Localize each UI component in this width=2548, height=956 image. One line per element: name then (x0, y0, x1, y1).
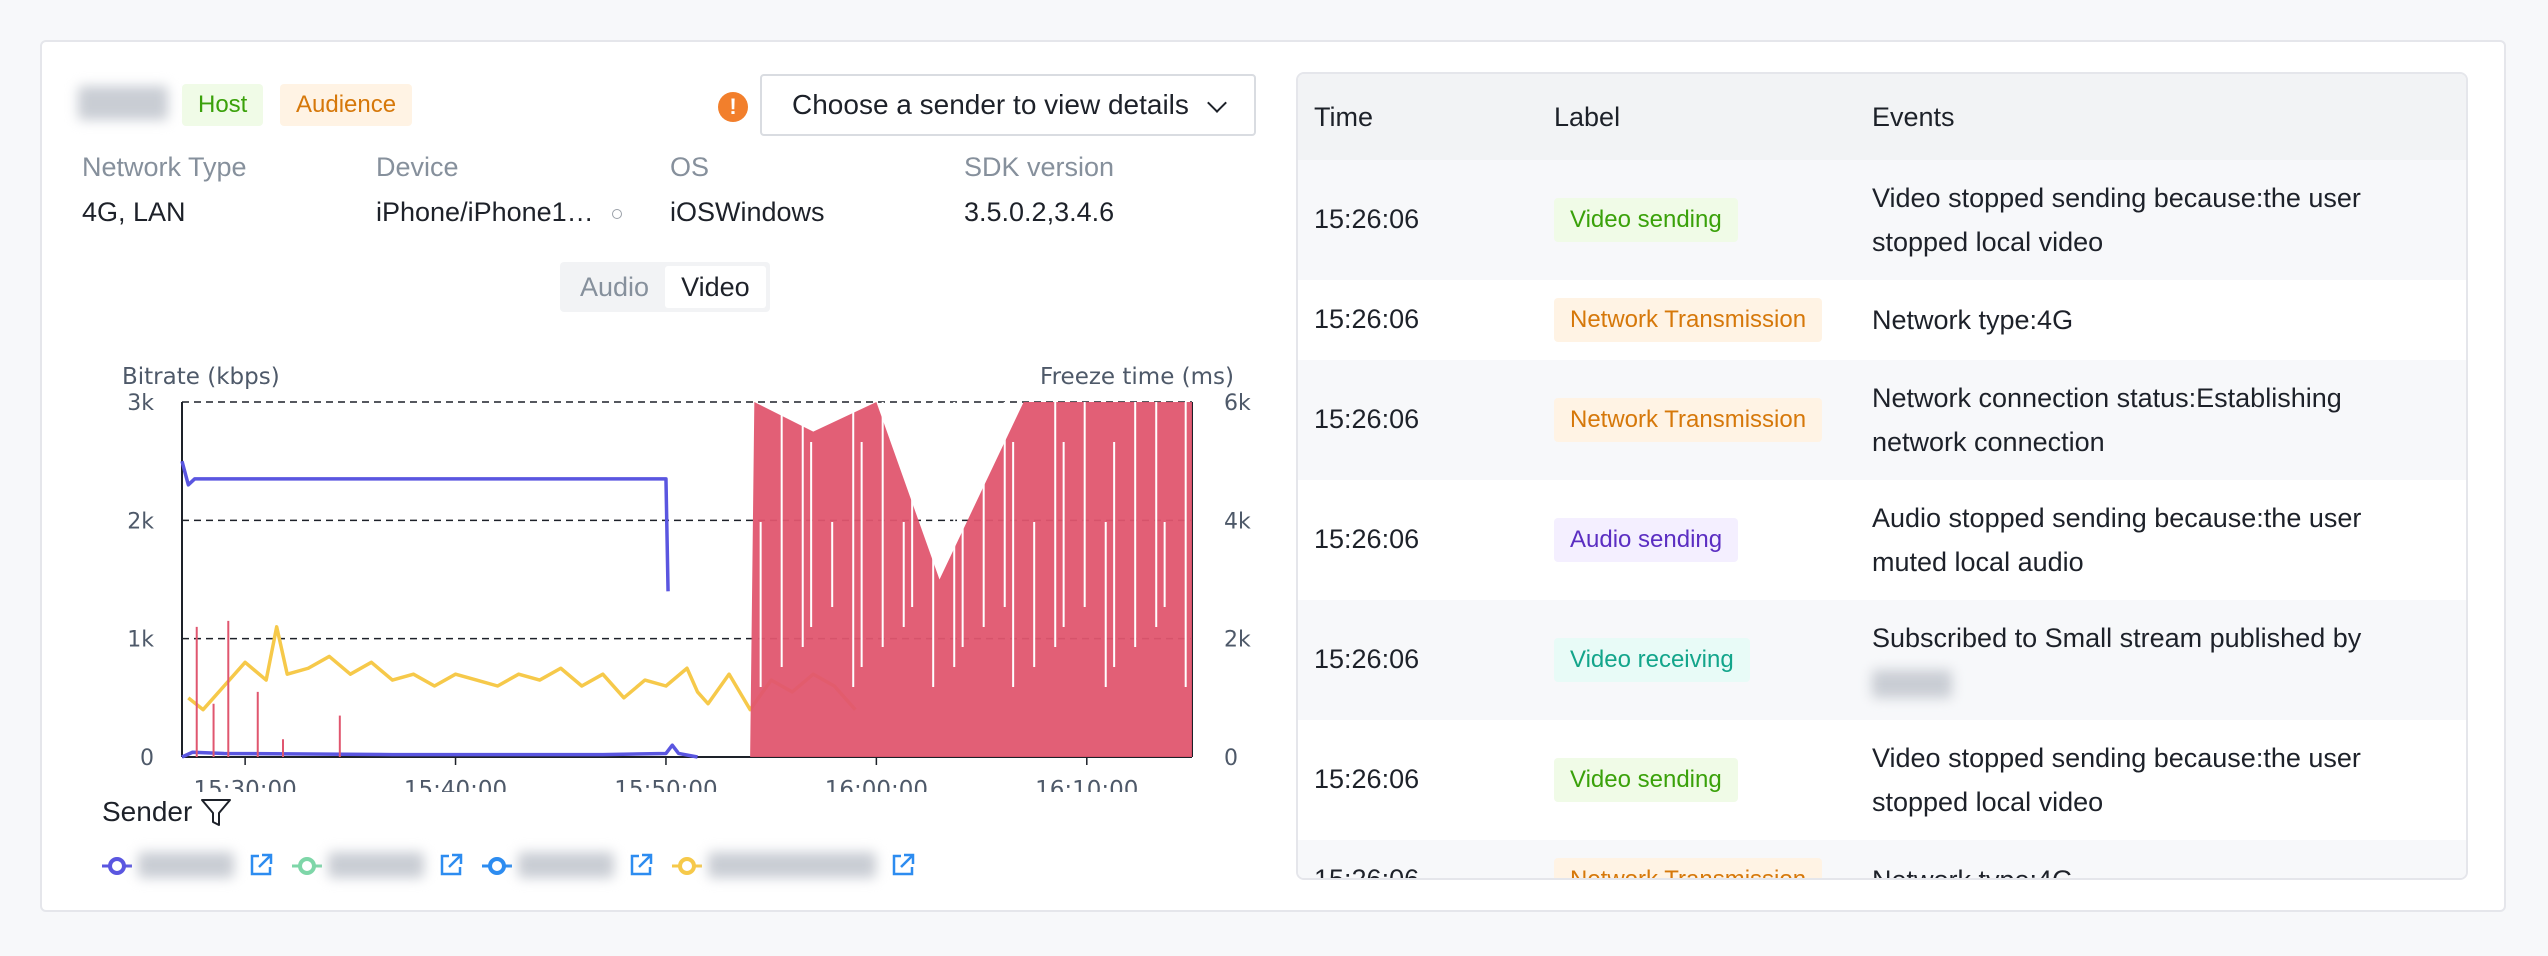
x-tick-label: 16:10:00 (1035, 777, 1138, 792)
sender-legend-title: Sender (102, 796, 193, 827)
y-tick-left: 2k (127, 509, 154, 534)
info-label: OS (670, 152, 710, 182)
events-table: Time Label Events 15:26:06 Video sending V… (1296, 72, 2468, 880)
series-marker-icon (102, 857, 132, 875)
y-tick-right: 6k (1224, 391, 1251, 416)
event-description: Network type:4G (1872, 865, 2074, 880)
external-link-icon[interactable] (628, 852, 654, 878)
y-tick-left: 1k (127, 628, 154, 653)
publisher-id-redacted (1872, 669, 1952, 698)
chart-svg: Bitrate (kbps) Freeze time (ms) 0 0 1k 2k 2k 4k… (122, 364, 1251, 803)
y-tick-right: 2k (1224, 628, 1251, 653)
x-tick-label: 15:30:00 (193, 777, 296, 792)
external-link-icon[interactable] (438, 852, 464, 878)
event-label-badge: Audio sending (1554, 518, 1739, 562)
table-header: Time Label Events (1298, 74, 2466, 160)
event-time: 15:26:06 (1314, 864, 1420, 880)
info-value: 4G, LAN (82, 197, 186, 227)
event-description: Video stopped sending because:the user s… (1872, 743, 2361, 817)
device-value-text: iPhone/iPhone1… (376, 197, 594, 227)
sender-name-redacted (518, 852, 614, 878)
host-tag: Host (182, 84, 264, 126)
info-network-type: Network Type 4G, LAN (82, 152, 247, 228)
column-time: Time (1314, 102, 1373, 132)
event-description: Video stopped sending because:the user s… (1872, 183, 2361, 257)
info-label: SDK version (964, 152, 1115, 182)
x-tick-label: 16:00:00 (825, 777, 928, 792)
user-id-redacted (78, 86, 168, 120)
sender-name-redacted (138, 852, 234, 878)
chevron-down-icon (1207, 93, 1227, 113)
external-link-icon[interactable] (248, 852, 274, 878)
sender-name-redacted (708, 852, 876, 878)
sender-select[interactable]: Choose a sender to view details (760, 74, 1256, 136)
series-marker-icon (672, 857, 702, 875)
info-device: Device iPhone/iPhone1… (376, 152, 622, 228)
table-row: 15:26:06 Network Transmission Network type… (1298, 280, 2466, 360)
more-info-icon[interactable] (611, 208, 622, 219)
event-description: Subscribed to Small stream published by (1872, 616, 2432, 704)
info-os: OS iOSWindows (670, 152, 825, 228)
event-label-badge: Video sending (1554, 758, 1738, 802)
event-label-badge: Network Transmission (1554, 298, 1823, 342)
series-marker-icon (292, 857, 322, 875)
event-description: Network connection status:Establishing n… (1872, 383, 2342, 457)
event-label-badge: Video receiving (1554, 638, 1750, 682)
table-row: 15:26:06 Video sending Video stopped sendi… (1298, 720, 2466, 840)
y-tick-right: 0 (1224, 746, 1238, 771)
y-axis-left-label: Bitrate (kbps) (122, 364, 280, 390)
column-events: Events (1872, 102, 1955, 132)
media-toggle: Audio Video (560, 262, 770, 312)
column-label: Label (1554, 102, 1621, 132)
bitrate-freeze-chart: Bitrate (kbps) Freeze time (ms) 0 0 1k 2k 2k 4k… (42, 312, 1282, 803)
freeze-time-area (750, 402, 1192, 757)
table-row: 15:26:06 Video receiving Subscribed to Sma… (1298, 600, 2466, 720)
info-label: Device (376, 152, 459, 182)
audience-tag: Audience (280, 84, 413, 126)
filter-icon[interactable] (200, 798, 232, 828)
event-description: Network type:4G (1872, 305, 2074, 335)
event-time: 15:26:06 (1314, 764, 1420, 794)
sender-name-redacted (328, 852, 424, 878)
tab-audio[interactable]: Audio (580, 272, 650, 302)
table-row: 15:26:06 Audio sending Audio stopped sendi… (1298, 480, 2466, 600)
y-tick-left: 0 (140, 746, 154, 771)
event-time: 15:26:06 (1314, 524, 1420, 554)
participant-panel: Host Audience ! Choose a sender to view … (42, 42, 1282, 910)
x-tick-label: 15:50:00 (614, 777, 717, 792)
event-label-badge: Video sending (1554, 198, 1738, 242)
series-line-1 (187, 625, 857, 712)
table-row: 15:26:06 Network Transmission Network type… (1298, 840, 2466, 880)
sender-select-placeholder: Choose a sender to view details (792, 89, 1189, 120)
info-value: 3.5.0.2,3.4.6 (964, 197, 1115, 227)
y-axis-right-label: Freeze time (ms) (1040, 364, 1234, 390)
event-label-badge: Network Transmission (1554, 398, 1823, 442)
y-tick-left: 3k (127, 391, 154, 416)
info-value: iOSWindows (670, 197, 825, 227)
table-row: 15:26:06 Video sending Video stopped sendi… (1298, 160, 2466, 280)
event-time: 15:26:06 (1314, 304, 1420, 334)
table-row: 15:26:06 Network Transmission Network conn… (1298, 360, 2466, 480)
series-line-0 (180, 460, 670, 592)
event-description: Audio stopped sending because:the user m… (1872, 503, 2362, 577)
event-label-badge: Network Transmission (1554, 858, 1823, 878)
series-marker-icon (482, 857, 512, 875)
x-tick-label: 15:40:00 (404, 777, 507, 792)
info-label: Network Type (82, 152, 247, 182)
warning-icon[interactable]: ! (718, 92, 748, 122)
info-sdk-version: SDK version 3.5.0.2,3.4.6 (964, 152, 1114, 228)
tab-video[interactable]: Video (665, 266, 766, 308)
external-link-icon[interactable] (890, 852, 916, 878)
call-details-card: Host Audience ! Choose a sender to view … (40, 40, 2506, 912)
info-value[interactable]: iPhone/iPhone1… (376, 197, 622, 228)
series-line-2 (181, 743, 698, 759)
event-time: 15:26:06 (1314, 404, 1420, 434)
event-time: 15:26:06 (1314, 644, 1420, 674)
y-tick-right: 4k (1224, 509, 1251, 534)
event-time: 15:26:06 (1314, 204, 1420, 234)
